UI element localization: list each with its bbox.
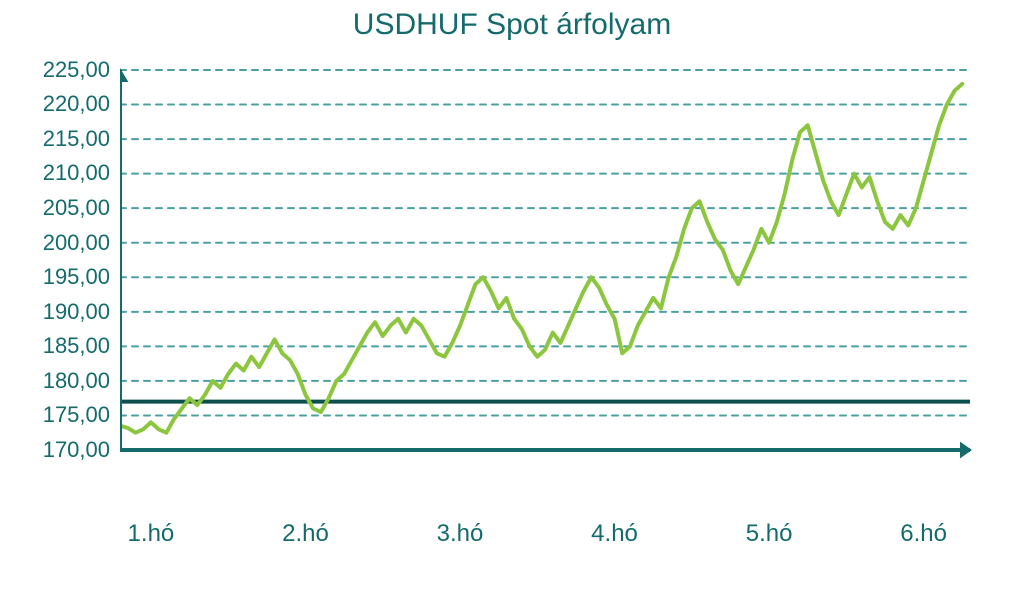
y-tick-label: 215,00	[43, 126, 110, 152]
x-axis-arrow-icon	[960, 442, 972, 459]
y-tick-label: 185,00	[43, 333, 110, 359]
x-tick-label: 3.hó	[420, 520, 500, 548]
chart-title: USDHUF Spot árfolyam	[0, 8, 1024, 42]
plot-area	[120, 60, 980, 480]
y-tick-label: 205,00	[43, 195, 110, 221]
x-tick-label: 2.hó	[265, 520, 345, 548]
chart-container: USDHUF Spot árfolyam 170,00 175,00 180,00 1…	[0, 0, 1024, 592]
x-tick-label: 5.hó	[729, 520, 809, 548]
y-tick-label: 225,00	[43, 57, 110, 83]
y-tick-label: 195,00	[43, 264, 110, 290]
y-tick-label: 190,00	[43, 299, 110, 325]
y-tick-label: 180,00	[43, 368, 110, 394]
chart-svg	[120, 60, 980, 480]
y-tick-label: 210,00	[43, 160, 110, 186]
y-tick-label: 220,00	[43, 91, 110, 117]
x-tick-label: 1.hó	[111, 520, 191, 548]
y-tick-label: 175,00	[43, 402, 110, 428]
y-tick-label: 170,00	[43, 437, 110, 463]
x-tick-label: 6.hó	[884, 520, 964, 548]
x-tick-label: 4.hó	[575, 520, 655, 548]
y-tick-label: 200,00	[43, 230, 110, 256]
